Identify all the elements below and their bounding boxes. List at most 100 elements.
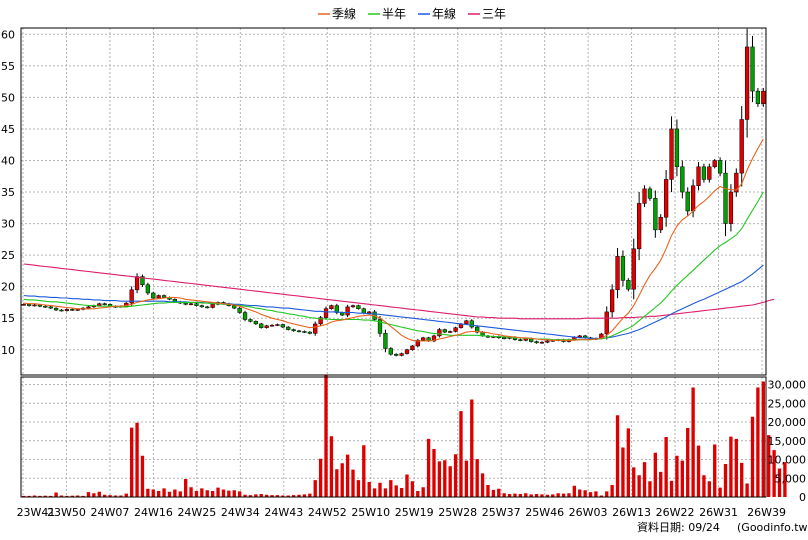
volume-bar-102 — [572, 485, 577, 497]
volume-bar-52 — [302, 494, 307, 497]
candle-5 — [48, 305, 53, 310]
volume-bar-86 — [486, 485, 490, 497]
price-tick-10: 60 — [1, 28, 15, 41]
volume-bar-69 — [394, 485, 398, 497]
volume-tick-2: 10,000 — [768, 454, 807, 467]
volume-bar-83 — [470, 399, 474, 497]
volume-bar-16 — [108, 495, 112, 497]
candle-23 — [145, 282, 151, 296]
candle-42 — [248, 318, 253, 323]
candle-110 — [615, 248, 620, 299]
volume-bar-47 — [275, 495, 280, 497]
volume-tick-3: 15,000 — [768, 435, 807, 448]
volume-bar-60 — [345, 454, 350, 497]
x-tick-0: 23W41 — [17, 506, 56, 519]
volume-bar-134 — [745, 483, 749, 497]
volume-bar-20 — [129, 427, 134, 497]
volume-bar-11 — [81, 495, 85, 497]
candle-4 — [43, 305, 48, 308]
x-tick-8: 25W10 — [351, 506, 390, 519]
ma_quarter-line — [23, 138, 764, 342]
candle-132 — [734, 168, 739, 197]
candle-6 — [53, 307, 59, 311]
volume-bar-55 — [318, 458, 323, 497]
volume-tick-6: 30,000 — [768, 379, 807, 392]
volume-bar-9 — [70, 495, 74, 497]
candle-61 — [350, 304, 356, 308]
volume-bar-117 — [653, 452, 658, 497]
volume-bar-77 — [437, 461, 442, 497]
volume-bar-61 — [351, 469, 355, 497]
candle-71 — [404, 348, 410, 355]
x-tick-13: 26W03 — [569, 506, 608, 519]
volume-tick-0: 0 — [799, 491, 806, 504]
candle-97 — [545, 339, 550, 344]
volume-bar-129 — [718, 487, 722, 497]
candle-77 — [437, 327, 442, 338]
candle-80 — [453, 326, 458, 333]
volume-bar-75 — [426, 438, 431, 497]
volume-bar-76 — [432, 449, 436, 497]
candle-112 — [626, 278, 631, 292]
volume-bar-84 — [475, 459, 479, 497]
x-tick-5: 24W34 — [221, 506, 260, 519]
candle-56 — [323, 306, 329, 320]
candle-78 — [442, 328, 447, 334]
volume-bar-91 — [513, 493, 517, 497]
volume-tick-4: 20,000 — [768, 416, 807, 429]
volume-bar-51 — [297, 494, 301, 497]
volume-bar-116 — [648, 481, 652, 497]
volume-bar-41 — [243, 494, 247, 497]
volume-bar-5 — [49, 495, 53, 497]
candle-8 — [64, 308, 70, 312]
candle-32 — [194, 302, 199, 307]
volume-bar-99 — [556, 493, 560, 497]
volume-bar-14 — [97, 491, 101, 497]
x-tick-10: 25W28 — [438, 506, 477, 519]
candle-121 — [674, 119, 680, 177]
price-tick-5: 35 — [1, 186, 15, 199]
price-tick-4: 30 — [1, 218, 15, 231]
chart-panes — [20, 27, 767, 498]
candle-62 — [356, 304, 361, 310]
candlestick-series — [21, 28, 766, 357]
price-tick-2: 20 — [1, 281, 15, 294]
volume-bar-23 — [146, 488, 150, 497]
volume-bar-140 — [777, 468, 782, 497]
volume-bar-44 — [259, 494, 263, 497]
volume-bar-13 — [92, 493, 96, 497]
price-tick-3: 25 — [1, 249, 15, 262]
candle-31 — [188, 302, 194, 306]
volume-bar-37 — [221, 489, 226, 497]
candle-47 — [275, 323, 280, 327]
candle-22 — [140, 274, 145, 287]
volume-bar-114 — [637, 475, 641, 497]
volume-bar-2 — [32, 495, 37, 497]
candle-137 — [761, 87, 766, 107]
volume-bar-10 — [76, 495, 80, 497]
volume-bar-95 — [534, 494, 539, 497]
volume-bar-25 — [156, 491, 161, 497]
candle-114 — [636, 192, 642, 261]
price-tick-6: 40 — [1, 154, 15, 167]
candle-72 — [410, 345, 415, 351]
volume-bar-136 — [756, 387, 760, 497]
candle-58 — [334, 303, 339, 315]
candle-66 — [377, 316, 383, 337]
candle-51 — [296, 329, 302, 333]
candle-126 — [701, 163, 707, 183]
volume-bar-85 — [480, 473, 485, 497]
volume-bar-89 — [502, 493, 506, 497]
volume-bar-120 — [669, 480, 674, 497]
x-tick-6: 24W43 — [264, 506, 303, 519]
volume-bar-88 — [497, 488, 501, 497]
volume-bar-93 — [524, 493, 528, 497]
candle-120 — [669, 116, 674, 193]
volume-bar-29 — [178, 491, 182, 497]
volume-bar-113 — [632, 467, 636, 497]
volume-bar-97 — [545, 494, 550, 497]
legend-label-0: 季線 — [332, 6, 356, 21]
volume-bar-36 — [216, 487, 220, 497]
candle-129 — [717, 157, 723, 177]
